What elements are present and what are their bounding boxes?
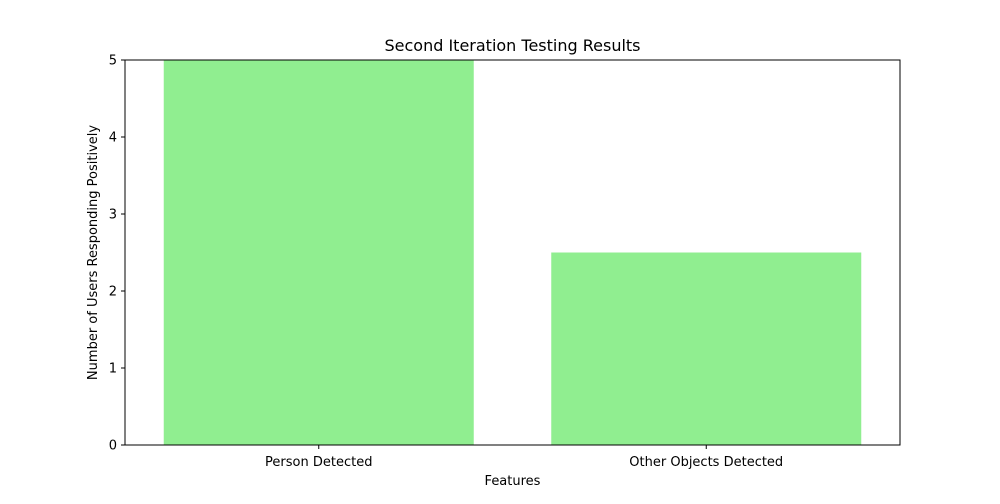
y-tick-label: 3 [109, 208, 117, 223]
x-axis-label: Features [485, 474, 541, 489]
x-axis-ticks: Person Detected Other Objects Detected [265, 445, 783, 470]
bar-person-detected [163, 60, 474, 445]
y-axis-label: Number of Users Responding Positively [86, 125, 101, 380]
y-tick-label: 2 [109, 285, 117, 300]
y-tick-label: 4 [109, 131, 117, 146]
chart-title: Second Iteration Testing Results [384, 36, 640, 55]
y-tick-label: 0 [109, 439, 117, 454]
x-tick-label: Other Objects Detected [629, 455, 783, 470]
y-tick-label: 5 [109, 54, 117, 69]
y-axis-ticks: 0 1 2 3 4 5 [109, 54, 125, 454]
plot-area-frame [124, 59, 901, 446]
x-tick-label: Person Detected [265, 455, 372, 470]
bars-layer [163, 60, 862, 445]
y-tick-label: 1 [109, 362, 117, 377]
bar-other-objects-detected [551, 252, 862, 445]
